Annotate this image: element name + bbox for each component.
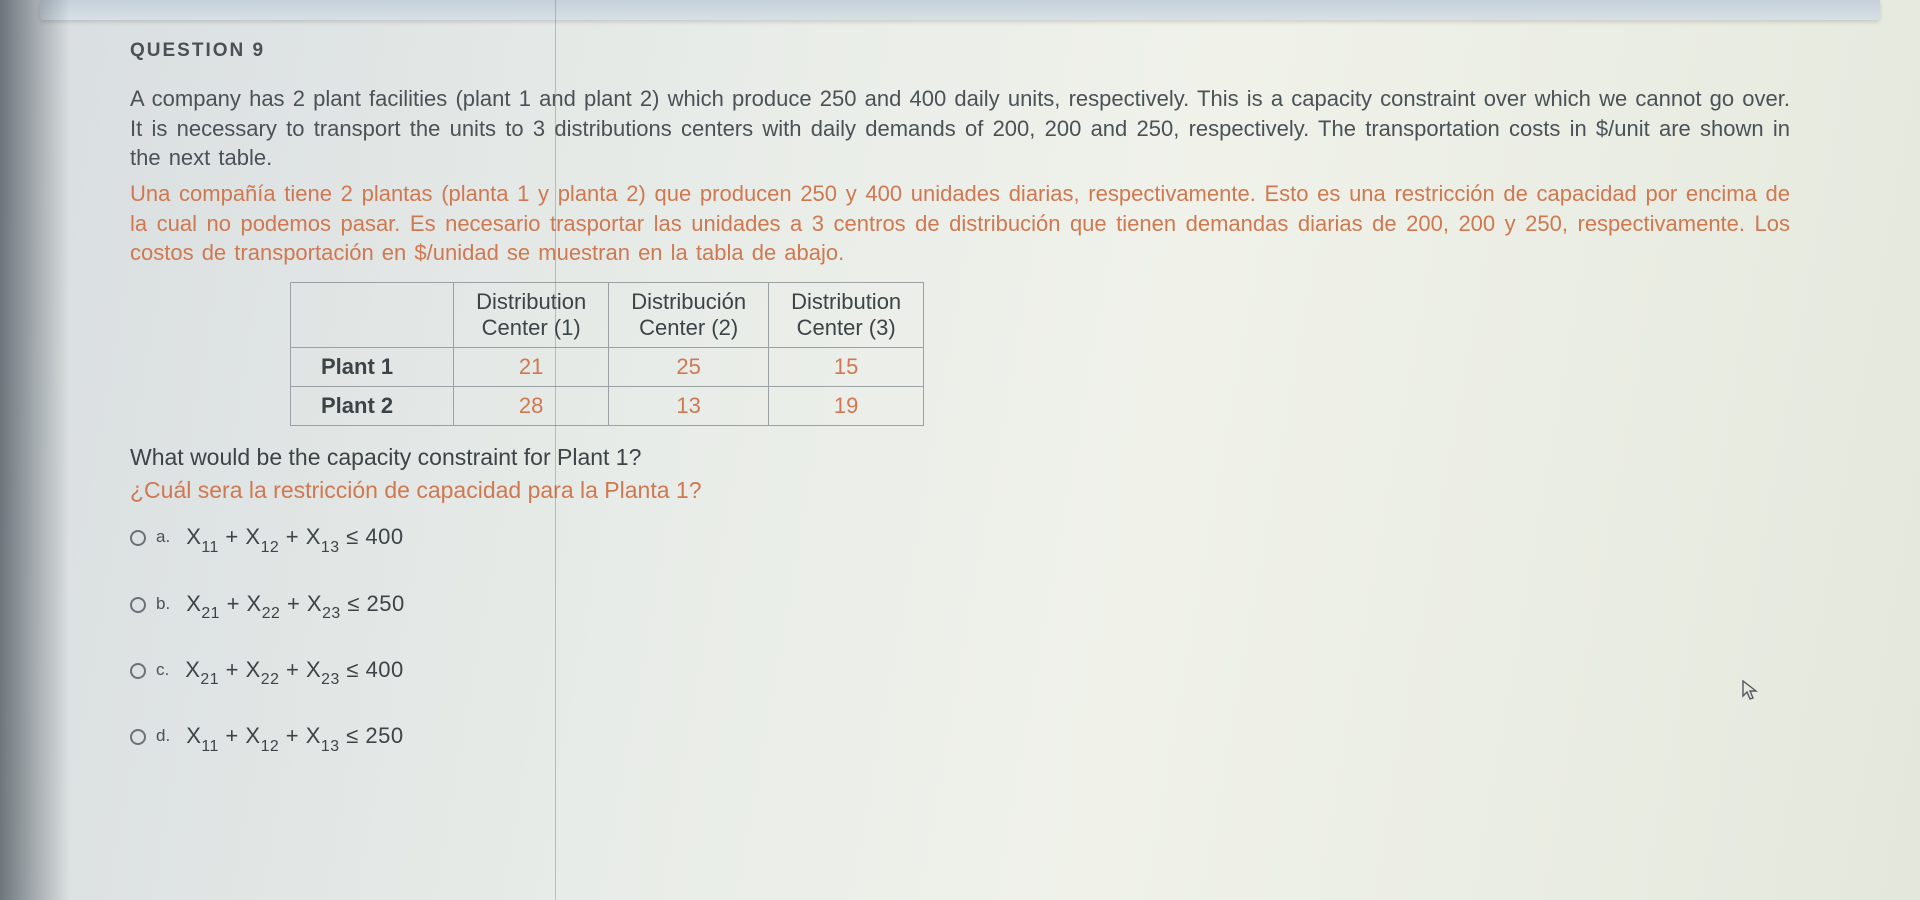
question-page: QUESTION 9 A company has 2 plant facilit… [0,0,1920,810]
option-expression: X21 + X22 + X23 ≤ 250 [186,591,405,621]
option-expression: X11 + X12 + X13 ≤ 400 [186,524,403,554]
option-letter: a. [156,527,170,547]
radio-icon[interactable] [130,729,146,745]
row-label-plant1: Plant 1 [291,348,454,387]
toolbar-strip [40,0,1880,20]
col-header-dc3: DistributionCenter (3) [769,283,924,348]
option-expression: X11 + X12 + X13 ≤ 250 [186,723,403,753]
cell-p2-dc1: 28 [454,387,609,426]
cell-p2-dc3: 19 [769,387,924,426]
followup-question-english: What would be the capacity constraint fo… [130,444,1790,471]
option-d[interactable]: d. X11 + X12 + X13 ≤ 250 [130,723,1790,753]
left-vignette [0,0,70,900]
cell-p1-dc2: 25 [609,348,769,387]
option-b[interactable]: b. X21 + X22 + X23 ≤ 250 [130,591,1790,621]
followup-question-spanish: ¿Cuál sera la restricción de capacidad p… [130,477,1790,504]
option-letter: c. [156,660,169,680]
col-header-dc1: DistributionCenter (1) [454,283,609,348]
cell-p1-dc3: 15 [769,348,924,387]
radio-icon[interactable] [130,663,146,679]
question-text-spanish: Una compañía tiene 2 plantas (planta 1 y… [130,179,1790,268]
question-text-english: A company has 2 plant facilities (plant … [130,84,1790,173]
option-c[interactable]: c. X21 + X22 + X23 ≤ 400 [130,657,1790,687]
question-number-label: QUESTION 9 [130,40,1790,62]
table-row: Plant 2 28 13 19 [291,387,924,426]
screen-crease-line [555,0,556,900]
table-row: Plant 1 21 25 15 [291,348,924,387]
col-header-dc2: DistribuciónCenter (2) [609,283,769,348]
table-corner-blank [291,283,454,348]
option-letter: b. [156,594,170,614]
radio-icon[interactable] [130,597,146,613]
cell-p2-dc2: 13 [609,387,769,426]
mouse-cursor-icon [1742,680,1760,708]
option-expression: X21 + X22 + X23 ≤ 400 [185,657,404,687]
radio-icon[interactable] [130,530,146,546]
row-label-plant2: Plant 2 [291,387,454,426]
option-a[interactable]: a. X11 + X12 + X13 ≤ 400 [130,524,1790,554]
cost-table: DistributionCenter (1) DistribuciónCente… [290,282,924,426]
cell-p1-dc1: 21 [454,348,609,387]
option-letter: d. [156,726,170,746]
